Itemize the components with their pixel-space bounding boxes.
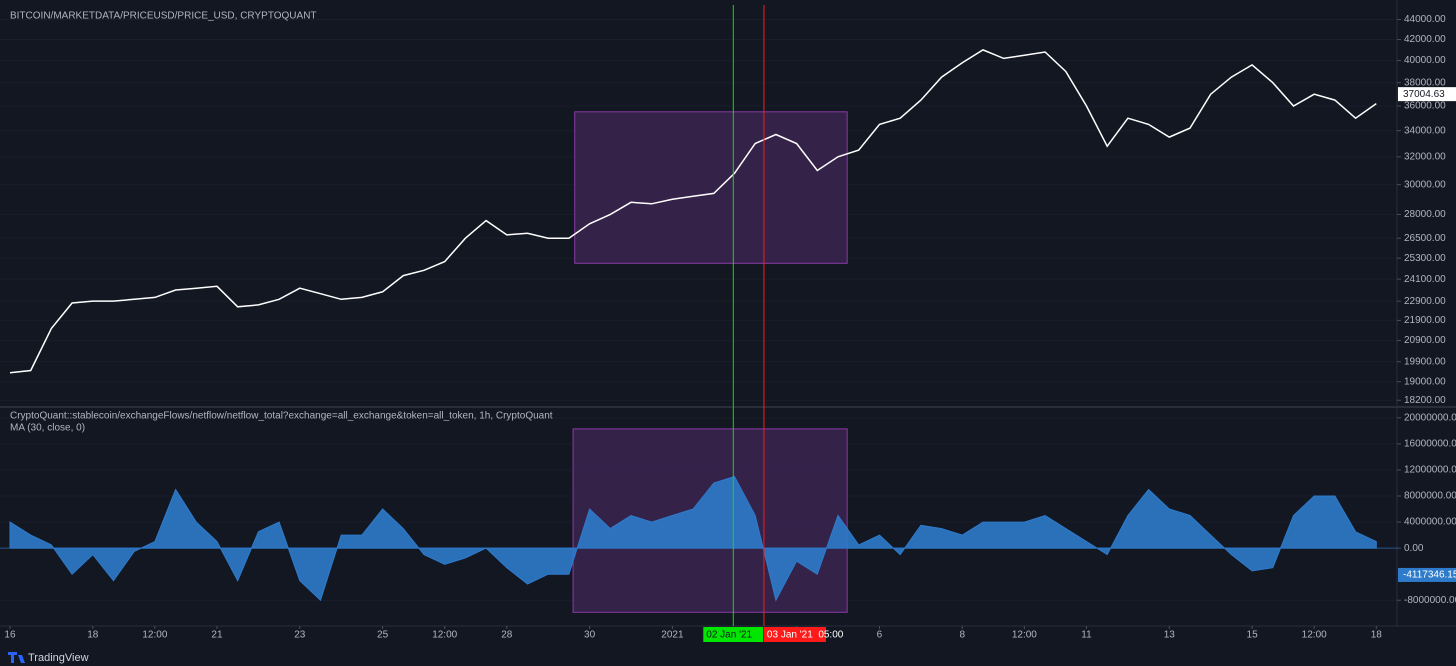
y-tick-label: 36000.00 <box>1404 101 1446 112</box>
last-value-label: -4117346.15 <box>1403 570 1456 581</box>
layer <box>0 18 1397 613</box>
x-tick-label: 8 <box>959 630 965 641</box>
y-tick-label: 28000.00 <box>1404 209 1446 220</box>
y-tick-label: 38000.00 <box>1404 77 1446 88</box>
y-tick-label: 20000000.00 <box>1404 412 1456 423</box>
x-tick-label: 25 <box>377 630 389 641</box>
crosshair-label: 03 Jan '21 05:00 <box>767 630 844 641</box>
y-tick-label: 42000.00 <box>1404 34 1446 45</box>
x-tick-label: 15 <box>1247 630 1259 641</box>
indicator-title: CryptoQuant::stablecoin/exchangeFlows/ne… <box>10 411 553 422</box>
x-tick-label: 12:00 <box>432 630 457 641</box>
last-value-tag <box>1398 567 1456 582</box>
crosshair-tag <box>763 627 826 642</box>
x-tick-label: 16 <box>4 630 16 641</box>
y-tick-label: 30000.00 <box>1404 179 1446 190</box>
last-value-tag <box>1398 87 1456 102</box>
y-tick-label: 25300.00 <box>1404 253 1446 264</box>
y-tick-label: 18200.00 <box>1404 395 1446 406</box>
price-line <box>9 49 1377 374</box>
x-tick-label: 18 <box>87 630 99 641</box>
y-tick-label: 26500.00 <box>1404 233 1446 244</box>
crosshair-label: 02 Jan '21 <box>706 630 752 641</box>
x-tick-label: 12:00 <box>1012 630 1037 641</box>
y-tick-label: 16000000.00 <box>1404 439 1456 450</box>
logo-icon <box>8 652 25 663</box>
y-tick-label: -8000000.00 <box>1404 595 1456 606</box>
x-tick-label: 11 <box>1081 630 1092 641</box>
y-tick-label: 22900.00 <box>1404 296 1446 307</box>
x-tick-label: 30 <box>584 630 596 641</box>
y-tick-label: 4000000.00 <box>1404 517 1456 528</box>
y-tick-label: 40000.00 <box>1404 55 1446 66</box>
x-tick-label: 2021 <box>661 630 684 641</box>
y-tick-label: 12000000.00 <box>1404 465 1456 476</box>
x-tick-label: 12:00 <box>1302 630 1327 641</box>
netflow-area <box>9 475 1377 602</box>
x-tick-label: 18 <box>1371 630 1383 641</box>
x-tick-label: 13 <box>1164 630 1176 641</box>
x-tick-label: 6 <box>877 630 883 641</box>
y-tick-label: 19900.00 <box>1404 356 1446 367</box>
y-tick-label: 19000.00 <box>1404 376 1446 387</box>
y-tick-label: 32000.00 <box>1404 151 1446 162</box>
chart-title: BITCOIN/MARKETDATA/PRICEUSD/PRICE_USD, C… <box>10 11 317 22</box>
y-tick-label: 44000.00 <box>1404 14 1446 25</box>
crosshair-tag <box>703 627 764 642</box>
y-tick-label: 34000.00 <box>1404 125 1446 136</box>
y-tick-label: 20900.00 <box>1404 335 1446 346</box>
x-tick-label: 21 <box>211 630 223 641</box>
logo-text: TradingView <box>28 652 89 664</box>
y-tick-label: 21900.00 <box>1404 315 1446 326</box>
y-tick-label: 24100.00 <box>1404 274 1446 285</box>
x-tick-label: 23 <box>294 630 306 641</box>
indicator-subtitle: MA (30, close, 0) <box>10 423 85 434</box>
x-tick-label: 12:00 <box>142 630 167 641</box>
y-tick-label: 8000000.00 <box>1404 491 1456 502</box>
last-value-label: 37004.63 <box>1403 89 1445 100</box>
y-tick-label: 0.00 <box>1404 543 1424 554</box>
logo: TradingView <box>8 652 89 664</box>
x-tick-label: 28 <box>501 630 513 641</box>
highlight-box <box>574 111 848 264</box>
